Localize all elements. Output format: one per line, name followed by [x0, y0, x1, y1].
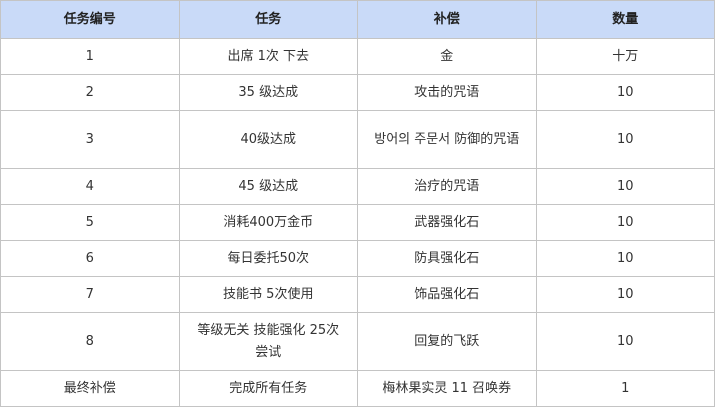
header-reward: 补偿 [357, 0, 537, 39]
reward-cell: 金 [357, 38, 537, 75]
reward-cell: 방어의 주문서 防御的咒语 [357, 110, 537, 169]
mission-number-cell: 7 [0, 276, 180, 313]
quantity-cell: 十万 [535, 38, 715, 75]
table-row: 3 40级达成 방어의 주문서 防御的咒语 10 [0, 110, 715, 169]
mission-number-cell: 6 [0, 240, 180, 277]
reward-cell: 治疗的咒语 [357, 168, 537, 205]
reward-cell: 攻击的咒语 [357, 74, 537, 111]
mission-cell: 技能书 5次使用 [178, 276, 358, 313]
mission-cell: 每日委托50次 [178, 240, 358, 277]
quantity-cell: 1 [535, 370, 715, 407]
mission-cell: 35 级达成 [178, 74, 358, 111]
header-mission-number: 任务编号 [0, 0, 180, 39]
quantity-cell: 10 [535, 312, 715, 371]
mission-cell: 完成所有任务 [178, 370, 358, 407]
quantity-cell: 10 [535, 168, 715, 205]
table-row: 最终补偿 完成所有任务 梅林果实灵 11 召唤券 1 [0, 370, 715, 407]
quantity-cell: 10 [535, 276, 715, 313]
header-quantity: 数量 [535, 0, 715, 39]
mission-cell: 45 级达成 [178, 168, 358, 205]
mission-cell: 出席 1次 下去 [178, 38, 358, 75]
mission-cell: 消耗400万金币 [178, 204, 358, 241]
table-header-row: 任务编号 任务 补偿 数量 [0, 0, 715, 39]
table-row: 7 技能书 5次使用 饰品强化石 10 [0, 276, 715, 313]
mission-number-cell: 最终补偿 [0, 370, 180, 407]
reward-cell: 回复的飞跃 [357, 312, 537, 371]
reward-cell: 饰品强化石 [357, 276, 537, 313]
quantity-cell: 10 [535, 110, 715, 169]
table-row: 5 消耗400万金币 武器强化石 10 [0, 204, 715, 241]
header-mission: 任务 [178, 0, 358, 39]
quantity-cell: 10 [535, 240, 715, 277]
mission-cell: 等级无关 技能强化 25次尝试 [178, 312, 358, 371]
table-row: 8 等级无关 技能强化 25次尝试 回复的飞跃 10 [0, 312, 715, 371]
mission-number-cell: 5 [0, 204, 180, 241]
reward-cell: 防具强化石 [357, 240, 537, 277]
mission-number-cell: 8 [0, 312, 180, 371]
mission-number-cell: 2 [0, 74, 180, 111]
mission-number-cell: 3 [0, 110, 180, 169]
reward-cell: 武器强化石 [357, 204, 537, 241]
reward-cell: 梅林果实灵 11 召唤券 [357, 370, 537, 407]
mission-number-cell: 1 [0, 38, 180, 75]
table-row: 4 45 级达成 治疗的咒语 10 [0, 168, 715, 205]
mission-cell: 40级达成 [178, 110, 358, 169]
table-row: 2 35 级达成 攻击的咒语 10 [0, 74, 715, 111]
quantity-cell: 10 [535, 204, 715, 241]
mission-number-cell: 4 [0, 168, 180, 205]
table-row: 6 每日委托50次 防具强化石 10 [0, 240, 715, 277]
quantity-cell: 10 [535, 74, 715, 111]
table-row: 1 出席 1次 下去金十万 [0, 38, 715, 75]
